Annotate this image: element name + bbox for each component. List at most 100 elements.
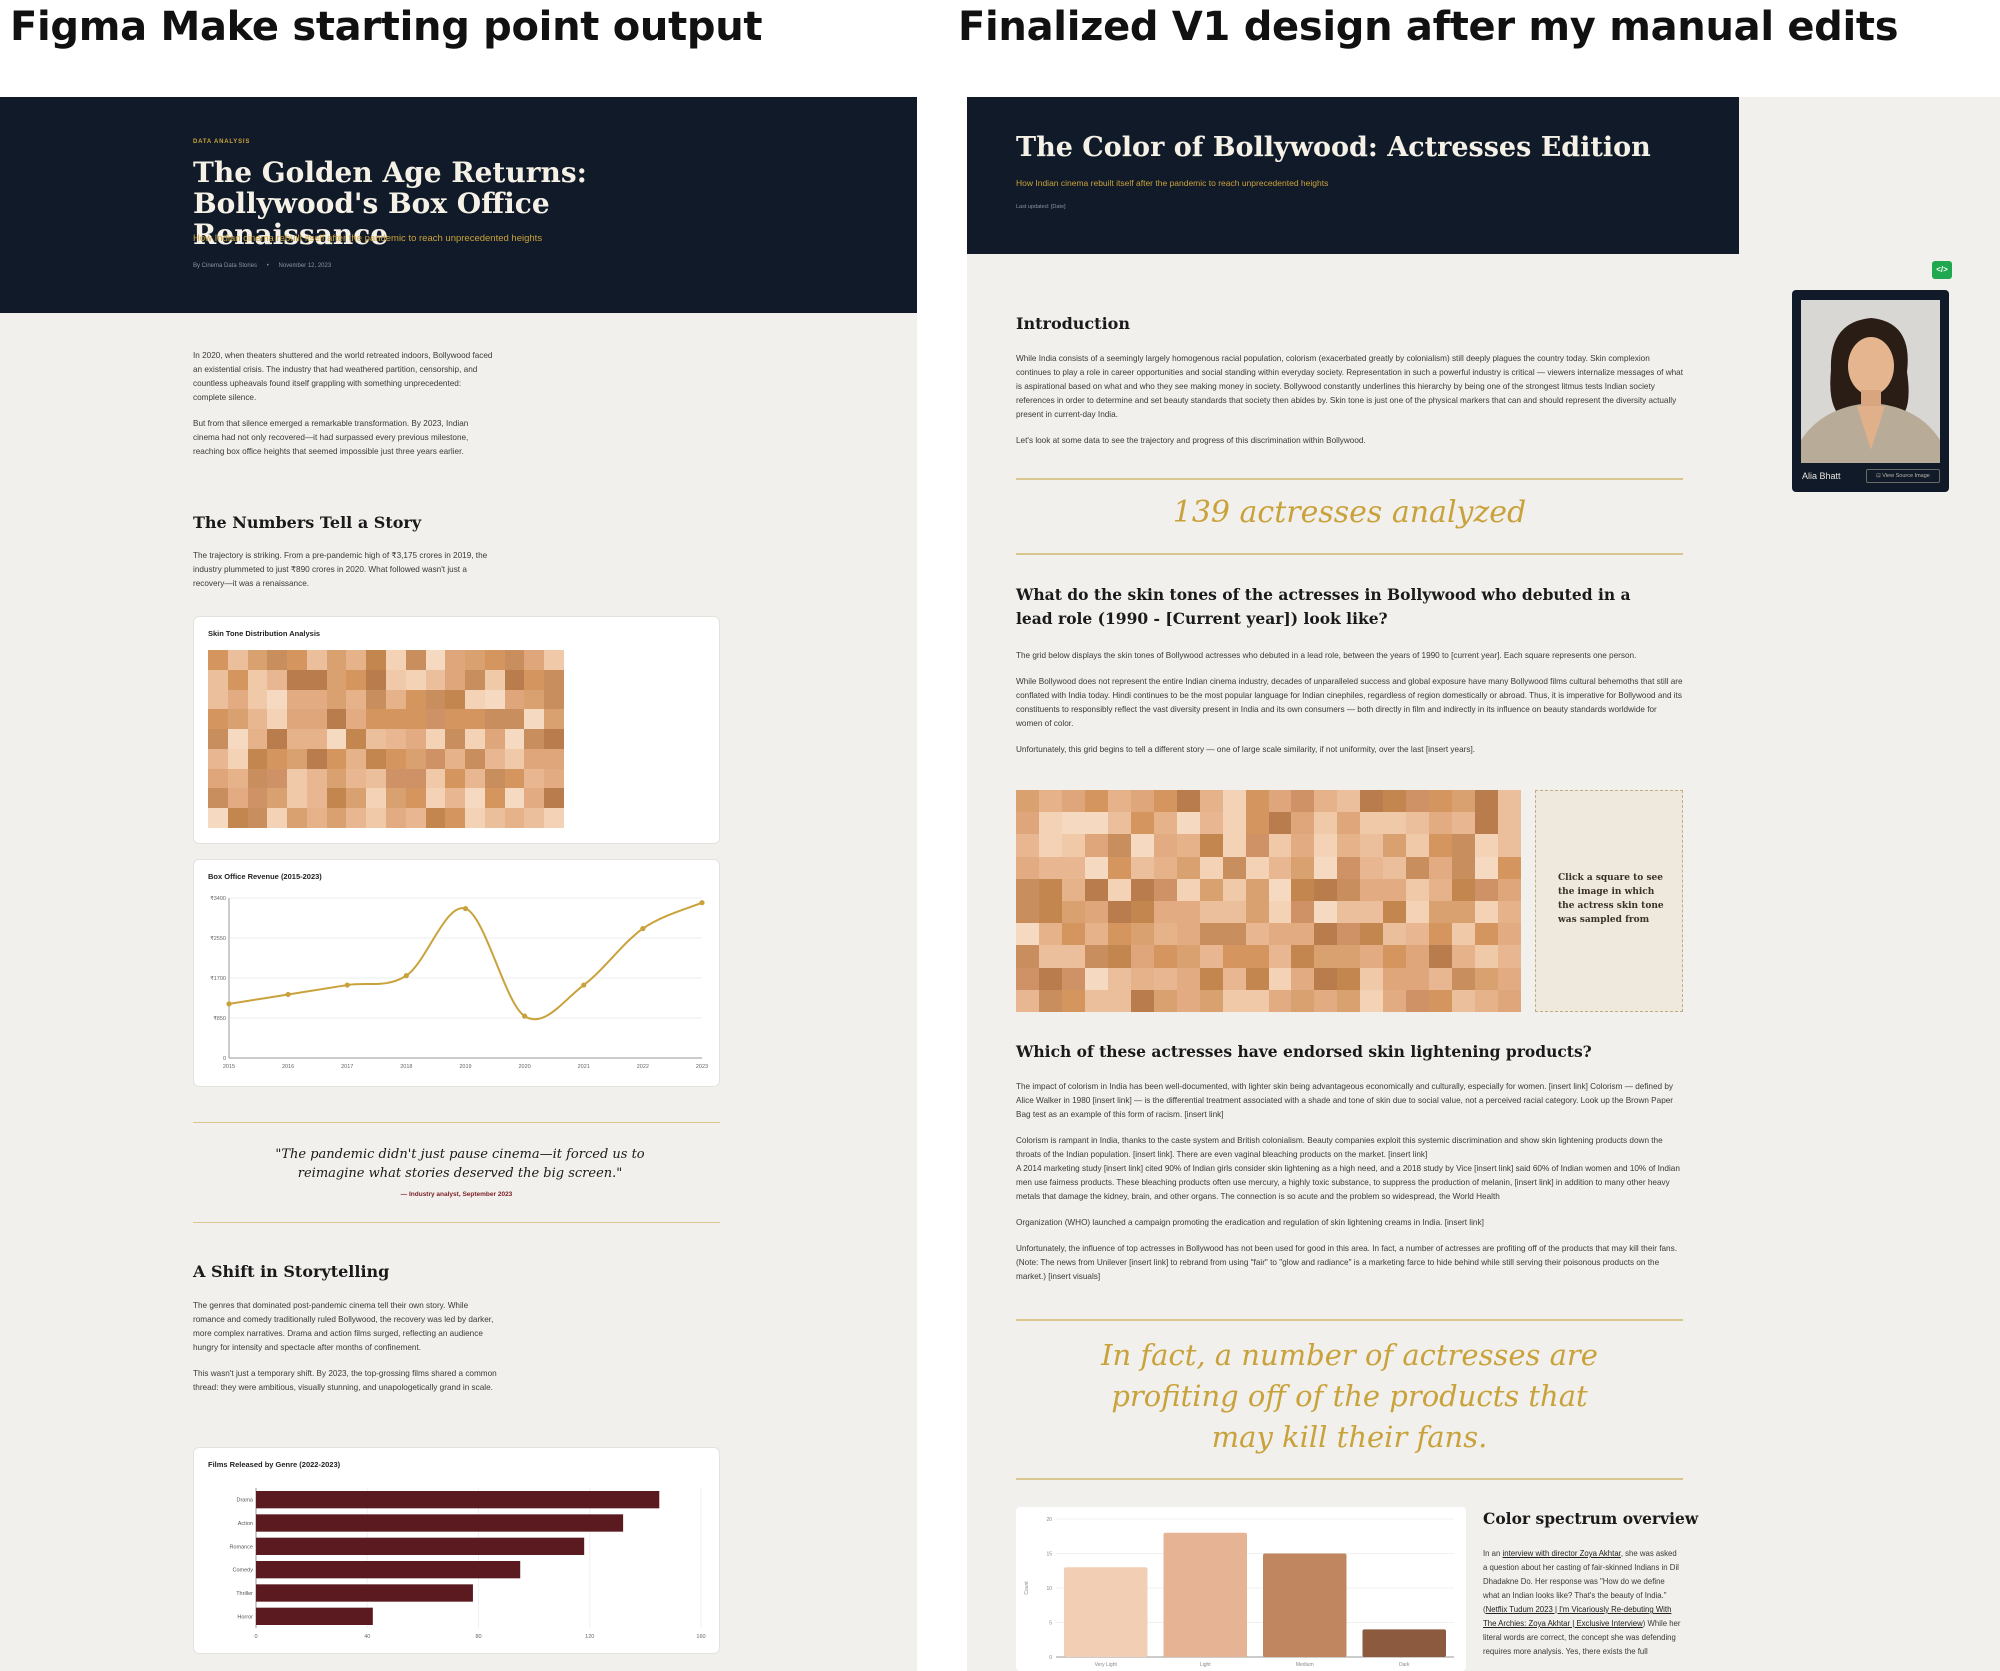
skin-tone-cell[interactable] [1291,989,1315,1012]
skin-tone-cell[interactable] [1084,901,1108,924]
skin-tone-cell[interactable] [1360,967,1384,990]
skin-tone-cell[interactable] [1176,834,1200,857]
skin-tone-cell[interactable] [1268,967,1292,990]
skin-tone-cell[interactable] [1314,878,1338,901]
skin-tone-cell[interactable] [1084,878,1108,901]
skin-tone-cell[interactable] [1038,812,1062,835]
skin-tone-cell[interactable] [1084,967,1108,990]
skin-tone-cell[interactable] [1337,812,1361,835]
skin-tone-cell[interactable] [1406,989,1430,1012]
skin-tone-cell[interactable] [1429,923,1453,946]
skin-tone-cell[interactable] [1245,834,1269,857]
skin-tone-cell[interactable] [1406,834,1430,857]
skin-tone-cell[interactable] [1475,834,1499,857]
skin-tone-cell[interactable] [1360,923,1384,946]
skin-tone-cell[interactable] [1130,945,1154,968]
skin-tone-cell[interactable] [1016,834,1039,857]
netflix-tudum-link[interactable]: Netflix Tudum 2023 | I'm Vicariously Re-… [1483,1605,1672,1628]
skin-tone-cell[interactable] [1107,790,1131,813]
skin-tone-cell[interactable] [1498,945,1521,968]
skin-tone-cell[interactable] [1038,834,1062,857]
skin-tone-cell[interactable] [1176,812,1200,835]
skin-tone-cell[interactable] [1498,989,1521,1012]
skin-tone-cell[interactable] [1245,989,1269,1012]
skin-tone-cell[interactable] [1452,945,1476,968]
skin-tone-cell[interactable] [1107,834,1131,857]
skin-tone-cell[interactable] [1406,901,1430,924]
skin-tone-cell[interactable] [1153,901,1177,924]
skin-tone-cell[interactable] [1268,812,1292,835]
skin-tone-cell[interactable] [1337,923,1361,946]
skin-tone-cell[interactable] [1107,945,1131,968]
skin-tone-cell[interactable] [1383,856,1407,879]
skin-tone-cell[interactable] [1498,901,1521,924]
skin-tone-cell[interactable] [1268,856,1292,879]
skin-tone-cell[interactable] [1337,901,1361,924]
skin-tone-cell[interactable] [1061,790,1085,813]
skin-tone-cell[interactable] [1475,967,1499,990]
skin-tone-cell[interactable] [1337,856,1361,879]
skin-tone-cell[interactable] [1038,923,1062,946]
skin-tone-cell[interactable] [1130,967,1154,990]
skin-tone-cell[interactable] [1130,901,1154,924]
actress-preview-card[interactable]: Alia Bhatt ⊡ View Source Image [1792,290,1949,492]
skin-tone-cell[interactable] [1130,923,1154,946]
skin-tone-cell[interactable] [1291,923,1315,946]
skin-tone-cell[interactable] [1084,923,1108,946]
skin-tone-cell[interactable] [1245,856,1269,879]
skin-tone-cell[interactable] [1038,901,1062,924]
skin-tone-cell[interactable] [1406,878,1430,901]
skin-tone-cell[interactable] [1016,790,1039,813]
skin-tone-cell[interactable] [1061,967,1085,990]
skin-tone-cell[interactable] [1061,856,1085,879]
skin-tone-cell[interactable] [1199,989,1223,1012]
skin-tone-cell[interactable] [1084,989,1108,1012]
skin-tone-cell[interactable] [1199,856,1223,879]
skin-tone-cell[interactable] [1268,945,1292,968]
skin-tone-cell[interactable] [1245,790,1269,813]
skin-tone-cell[interactable] [1038,878,1062,901]
skin-tone-cell[interactable] [1061,834,1085,857]
skin-tone-cell[interactable] [1176,878,1200,901]
skin-tone-cell[interactable] [1406,923,1430,946]
skin-tone-cell[interactable] [1130,989,1154,1012]
skin-tone-cell[interactable] [1176,967,1200,990]
skin-tone-cell[interactable] [1222,923,1246,946]
skin-tone-cell[interactable] [1153,878,1177,901]
skin-tone-cell[interactable] [1337,834,1361,857]
skin-tone-cell[interactable] [1429,945,1453,968]
skin-tone-cell[interactable] [1452,967,1476,990]
skin-tone-cell[interactable] [1222,790,1246,813]
skin-tone-cell[interactable] [1107,989,1131,1012]
skin-tone-cell[interactable] [1153,812,1177,835]
skin-tone-cell[interactable] [1222,967,1246,990]
skin-tone-cell[interactable] [1016,856,1039,879]
skin-tone-cell[interactable] [1452,812,1476,835]
skin-tone-cell[interactable] [1176,790,1200,813]
skin-tone-cell[interactable] [1291,901,1315,924]
skin-tone-cell[interactable] [1199,834,1223,857]
skin-tone-cell[interactable] [1291,812,1315,835]
skin-tone-cell[interactable] [1084,856,1108,879]
skin-tone-cell[interactable] [1475,856,1499,879]
skin-tone-cell[interactable] [1038,967,1062,990]
skin-tone-cell[interactable] [1016,967,1039,990]
skin-tone-cell[interactable] [1452,878,1476,901]
skin-tone-cell[interactable] [1475,901,1499,924]
skin-tone-cell[interactable] [1475,790,1499,813]
skin-tone-cell[interactable] [1130,812,1154,835]
skin-tone-cell[interactable] [1199,967,1223,990]
skin-tone-cell[interactable] [1176,901,1200,924]
view-source-button[interactable]: ⊡ View Source Image [1866,469,1940,483]
skin-tone-cell[interactable] [1452,834,1476,857]
skin-tone-cell[interactable] [1222,901,1246,924]
skin-tone-cell[interactable] [1061,923,1085,946]
skin-tone-cell[interactable] [1360,989,1384,1012]
skin-tone-cell[interactable] [1314,967,1338,990]
skin-tone-cell[interactable] [1383,967,1407,990]
skin-tone-cell[interactable] [1084,812,1108,835]
skin-tone-cell[interactable] [1429,901,1453,924]
skin-tone-cell[interactable] [1498,923,1521,946]
skin-tone-cell[interactable] [1383,989,1407,1012]
skin-tone-cell[interactable] [1245,878,1269,901]
